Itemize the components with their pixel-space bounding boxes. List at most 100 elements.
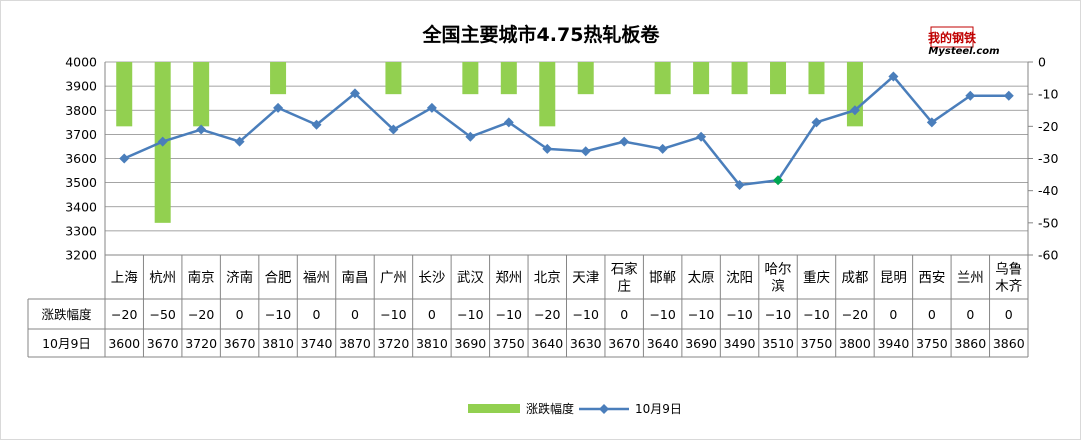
table-cell: 0 xyxy=(428,307,436,322)
table-cell: 3870 xyxy=(339,336,371,351)
right-tick-label: -50 xyxy=(1038,215,1058,230)
gridlines xyxy=(104,61,1033,256)
table-cell: 3670 xyxy=(147,336,179,351)
left-tick-label: 3600 xyxy=(65,151,97,166)
line-point-10 xyxy=(503,117,514,128)
table-cell: 3600 xyxy=(108,336,140,351)
left-tick-label: 3800 xyxy=(65,103,97,118)
line-point-20 xyxy=(888,71,899,82)
bar-7 xyxy=(385,62,402,95)
category-label: 邯郸 xyxy=(649,270,676,286)
line-point-12 xyxy=(580,146,591,157)
table-cell: 3750 xyxy=(493,336,525,351)
table-cell: 3800 xyxy=(839,336,871,351)
table-cell: 3630 xyxy=(570,336,602,351)
bar-0 xyxy=(116,62,133,127)
bar-12 xyxy=(577,62,594,95)
logo-top-text: 我的钢铁 xyxy=(928,30,976,45)
category-label: 天津 xyxy=(572,270,599,286)
category-label: 南京 xyxy=(188,270,215,286)
table-cell: 3670 xyxy=(608,336,640,351)
line-point-22 xyxy=(965,90,976,101)
category-label: 兰州 xyxy=(957,270,984,286)
table-cell: 0 xyxy=(351,307,359,322)
bar-16 xyxy=(731,62,748,95)
category-label: 乌鲁 xyxy=(995,262,1022,278)
table-cell: −20 xyxy=(188,307,214,322)
table-cell: −20 xyxy=(842,307,868,322)
left-tick-label: 3400 xyxy=(65,199,97,214)
table-row-label: 10月9日 xyxy=(42,336,91,351)
category-label: 杭州 xyxy=(149,270,176,286)
table-cell: 0 xyxy=(313,307,321,322)
series-line xyxy=(123,75,1009,187)
category-label: 上海 xyxy=(111,270,138,286)
right-tick-label: -40 xyxy=(1038,183,1058,198)
table-cell: 0 xyxy=(966,307,974,322)
table-cell: −10 xyxy=(573,307,599,322)
left-tick-label: 4000 xyxy=(65,55,97,70)
right-tick-label: 0 xyxy=(1038,55,1046,70)
table-cell: 0 xyxy=(928,307,936,322)
table-cell: −10 xyxy=(726,307,752,322)
left-tick-label: 3200 xyxy=(65,248,97,263)
bar-17 xyxy=(770,62,787,95)
category-label: 北京 xyxy=(534,270,561,286)
mysteel-logo: 我的钢铁 Mysteel.com xyxy=(928,26,1000,57)
line-point-5 xyxy=(311,119,322,130)
table-cell: 3750 xyxy=(916,336,948,351)
table-cell: 3810 xyxy=(416,336,448,351)
category-label: 长沙 xyxy=(418,270,445,286)
category-label: 太原 xyxy=(688,270,715,286)
table-cell: −50 xyxy=(149,307,175,322)
logo-bottom-text: Mysteel.com xyxy=(928,46,999,57)
table-cell: 3720 xyxy=(185,336,217,351)
line-point-17 xyxy=(773,175,784,186)
table-cell: −10 xyxy=(457,307,483,322)
legend-label-line: 10月9日 xyxy=(635,402,682,416)
table-row-label: 涨跌幅度 xyxy=(41,307,92,322)
table-cell: 3640 xyxy=(647,336,679,351)
left-tick-label: 3300 xyxy=(65,223,97,238)
category-label: 武汉 xyxy=(457,270,484,286)
table-cell: 3860 xyxy=(993,336,1025,351)
legend-label-bar: 涨跌幅度 xyxy=(526,401,574,416)
table-cell: 3720 xyxy=(378,336,410,351)
line-point-23 xyxy=(1003,90,1014,101)
table-cell: −10 xyxy=(496,307,522,322)
bar-19 xyxy=(846,62,863,127)
table-cell: 0 xyxy=(620,307,628,322)
table-cell: 3860 xyxy=(954,336,986,351)
line-point-3 xyxy=(234,136,245,147)
line-point-4 xyxy=(273,102,284,113)
table-cell: 3750 xyxy=(801,336,833,351)
bar-4 xyxy=(270,62,287,95)
line-point-6 xyxy=(349,88,360,99)
table-cell: −10 xyxy=(765,307,791,322)
table-cell: −10 xyxy=(803,307,829,322)
table-cell: −20 xyxy=(111,307,137,322)
table-cell: 3510 xyxy=(762,336,794,351)
table-cell: 3640 xyxy=(531,336,563,351)
line-point-16 xyxy=(734,180,745,191)
category-label: 郑州 xyxy=(495,270,522,286)
table-cell: 3810 xyxy=(262,336,294,351)
left-tick-label: 3500 xyxy=(65,175,97,190)
category-label: 济南 xyxy=(226,270,253,286)
category-label: 木齐 xyxy=(995,279,1023,295)
table-cell: −10 xyxy=(380,307,406,322)
bar-15 xyxy=(693,62,710,95)
category-label: 西安 xyxy=(918,270,945,286)
category-label: 广州 xyxy=(380,270,407,286)
table-cell: 3690 xyxy=(685,336,717,351)
line-point-9 xyxy=(465,131,476,142)
line-point-19 xyxy=(849,105,860,116)
category-label: 成都 xyxy=(841,270,868,286)
category-label: 合肥 xyxy=(265,270,292,286)
category-label: 滨 xyxy=(771,279,785,295)
line-series xyxy=(119,71,1014,191)
legend-marker xyxy=(599,404,609,414)
table-cell: 3740 xyxy=(301,336,333,351)
line-point-8 xyxy=(426,102,437,113)
table-cell: 3940 xyxy=(877,336,909,351)
